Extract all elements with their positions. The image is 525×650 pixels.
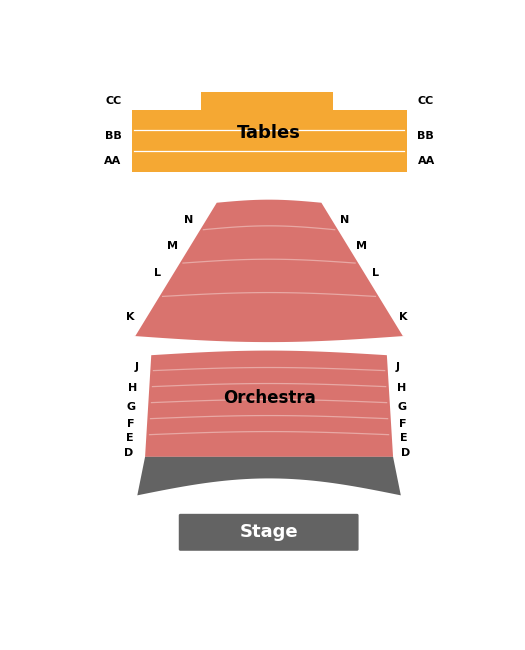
Polygon shape [145, 350, 393, 457]
Text: AA: AA [104, 156, 121, 166]
Text: Tables: Tables [237, 124, 301, 142]
Text: H: H [128, 383, 137, 393]
Text: N: N [184, 215, 193, 226]
Text: L: L [372, 268, 379, 278]
Text: Stage: Stage [239, 523, 298, 541]
Polygon shape [138, 457, 401, 495]
Text: L: L [154, 268, 161, 278]
Text: K: K [399, 312, 407, 322]
Text: CC: CC [417, 96, 434, 106]
Text: AA: AA [417, 156, 435, 166]
Text: J: J [395, 362, 400, 372]
Text: BB: BB [104, 131, 121, 141]
Text: D: D [124, 448, 133, 458]
Text: M: M [356, 241, 367, 251]
Text: K: K [126, 312, 135, 322]
Text: F: F [399, 419, 406, 429]
Text: D: D [401, 448, 410, 458]
Text: H: H [396, 383, 406, 393]
Text: J: J [134, 362, 138, 372]
Text: N: N [340, 215, 350, 226]
Text: E: E [400, 434, 407, 443]
Polygon shape [131, 92, 407, 172]
Polygon shape [133, 200, 405, 342]
FancyBboxPatch shape [179, 514, 359, 551]
Text: E: E [126, 434, 134, 443]
Text: BB: BB [417, 131, 434, 141]
Text: F: F [127, 419, 135, 429]
Text: G: G [398, 402, 407, 412]
Text: Orchestra: Orchestra [223, 389, 316, 406]
Text: CC: CC [105, 96, 121, 106]
Text: G: G [127, 402, 136, 412]
Text: M: M [167, 241, 178, 251]
